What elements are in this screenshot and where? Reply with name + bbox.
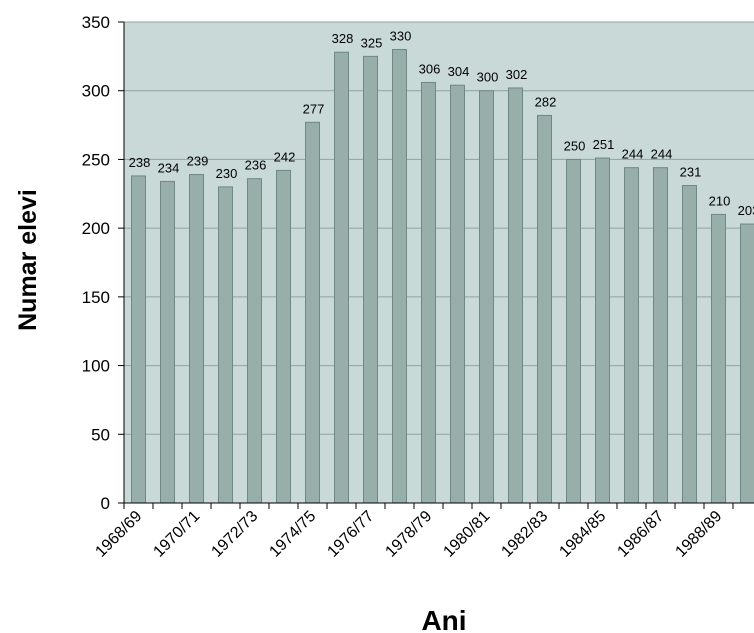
data-label: 239 [187, 154, 209, 169]
x-tick-label: 1974/75 [266, 508, 319, 561]
data-label: 277 [303, 101, 325, 116]
y-tick-label: 200 [82, 219, 110, 238]
data-label: 251 [593, 137, 615, 152]
bar [508, 87, 523, 504]
x-tick-label: 1980/81 [440, 508, 493, 561]
data-label: 282 [535, 94, 557, 109]
bar [189, 174, 204, 504]
bar [363, 55, 378, 504]
x-tick-label: 1988/89 [672, 508, 725, 561]
y-axis-ticks: 0 50 100 150 200 250 300 350 [82, 13, 124, 513]
bars [131, 48, 754, 504]
data-label: 244 [622, 147, 644, 162]
y-tick-label: 350 [82, 13, 110, 32]
data-label: 210 [709, 193, 731, 208]
bar [711, 213, 726, 504]
data-label: 231 [680, 165, 702, 180]
data-label: 230 [216, 166, 238, 181]
x-axis-ticks: 1968/69 1970/71 1972/73 1974/75 1976/77 1978/… [92, 503, 734, 561]
bar [653, 167, 668, 504]
data-label: 300 [477, 70, 499, 85]
x-tick-label: 1968/69 [92, 508, 145, 561]
data-label: 203 [738, 203, 754, 218]
data-label: 330 [390, 28, 412, 43]
bar [566, 158, 581, 504]
bar [305, 121, 320, 504]
bar [537, 114, 552, 504]
data-label: 328 [332, 31, 354, 46]
bar [392, 48, 407, 504]
x-tick-label: 1972/73 [208, 508, 261, 561]
x-tick-label: 1978/79 [382, 508, 435, 561]
y-tick-label: 50 [91, 425, 110, 444]
y-tick-label: 150 [82, 288, 110, 307]
data-label: 242 [274, 149, 296, 164]
bar [682, 185, 697, 504]
bar [276, 169, 291, 504]
data-labels: 238 234 239 230 236 242 277 328 325 330 306 304 300 3… [129, 28, 754, 218]
y-tick-label: 250 [82, 150, 110, 169]
data-label: 236 [245, 158, 267, 173]
bar [624, 167, 639, 504]
bar [247, 178, 262, 504]
x-tick-label: 1982/83 [498, 508, 551, 561]
x-tick-label: 1986/87 [614, 508, 667, 561]
bar [421, 81, 436, 504]
bar [479, 90, 494, 504]
y-tick-label: 300 [82, 82, 110, 101]
x-tick-label: 1984/85 [556, 508, 609, 561]
bar [131, 175, 146, 504]
x-tick-label: 1976/77 [324, 508, 377, 561]
data-label: 306 [419, 61, 441, 76]
bar [218, 186, 233, 504]
data-label: 325 [361, 35, 383, 50]
bar [334, 51, 349, 504]
y-axis-label: Numar elevi [14, 189, 42, 331]
x-tick-label: 1970/71 [150, 508, 203, 561]
data-label: 250 [564, 138, 586, 153]
bar [450, 84, 465, 504]
bar [595, 157, 610, 504]
data-label: 238 [129, 155, 151, 170]
x-axis-label: Ani [421, 605, 466, 633]
data-label: 302 [506, 67, 528, 82]
bar [160, 180, 175, 504]
data-label: 244 [651, 147, 673, 162]
bar [740, 223, 754, 504]
data-label: 304 [448, 64, 470, 79]
y-tick-label: 0 [101, 494, 110, 513]
data-label: 234 [158, 160, 180, 175]
y-tick-label: 100 [82, 357, 110, 376]
